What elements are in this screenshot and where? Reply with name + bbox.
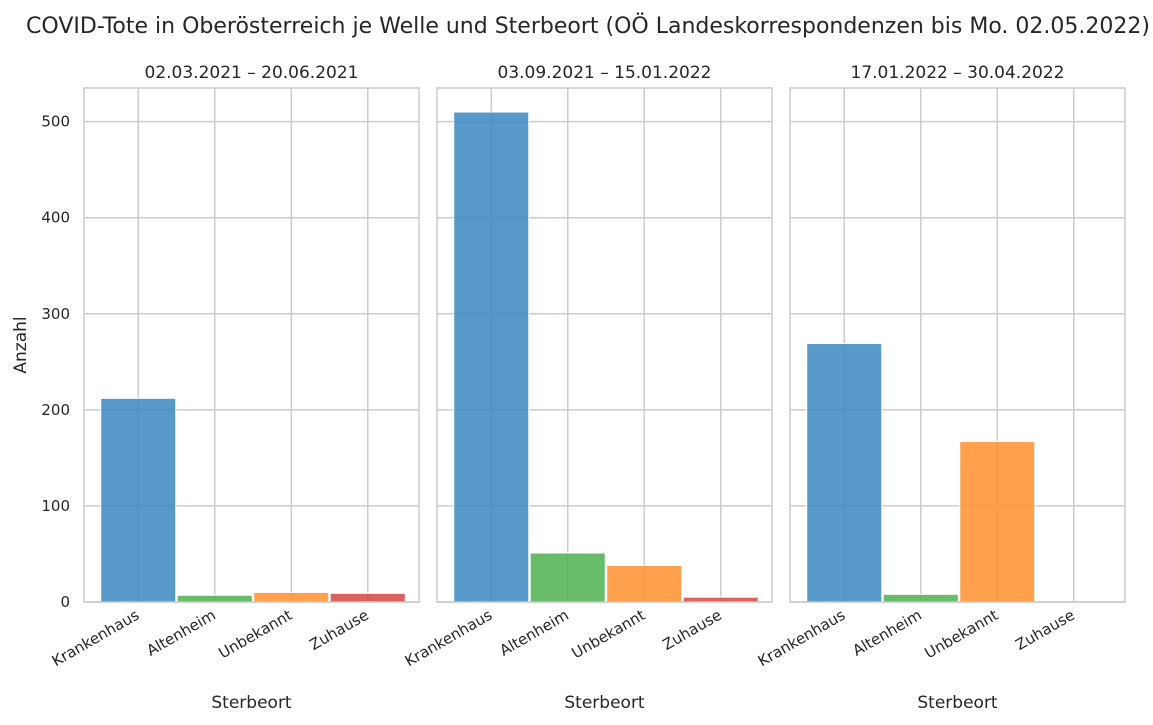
- y-axis-label: Anzahl: [11, 316, 31, 373]
- x-tick-label: Unbekannt: [215, 606, 295, 663]
- x-tick-label: Zuhause: [306, 606, 371, 654]
- x-axis-label: Sterbeort: [564, 693, 645, 713]
- x-tick-label: Krankenhaus: [49, 606, 143, 670]
- x-tick-label: Krankenhaus: [755, 606, 849, 670]
- x-tick-label: Altenheim: [143, 606, 218, 660]
- x-tick-label: Altenheim: [496, 606, 571, 660]
- panel-frame: [436, 87, 773, 603]
- bar-krankenhaus: [100, 397, 177, 603]
- bar-zuhause: [329, 592, 406, 603]
- panel-title: 17.01.2022 – 30.04.2022: [851, 63, 1065, 83]
- panel-frame: [83, 87, 420, 603]
- bar-krankenhaus: [453, 111, 530, 603]
- x-tick-label: Zuhause: [1012, 606, 1077, 654]
- y-tick-label: 400: [41, 209, 70, 227]
- x-axis-label: Sterbeort: [211, 693, 292, 713]
- panel-frame: [789, 87, 1126, 603]
- bar-altenheim: [176, 594, 253, 603]
- bar-unbekannt: [253, 591, 330, 603]
- x-tick-label: Krankenhaus: [402, 606, 496, 670]
- bar-unbekannt: [959, 441, 1036, 603]
- y-tick-label: 200: [41, 401, 70, 419]
- y-tick-label: 300: [41, 305, 70, 323]
- panel-title: 03.09.2021 – 15.01.2022: [498, 63, 712, 83]
- bar-altenheim: [529, 552, 606, 603]
- y-tick-label: 100: [41, 497, 70, 515]
- bar-unbekannt: [606, 564, 683, 603]
- x-axis-label: Sterbeort: [917, 693, 998, 713]
- x-tick-label: Altenheim: [849, 606, 924, 660]
- x-tick-label: Zuhause: [659, 606, 724, 654]
- y-tick-label: 500: [41, 113, 70, 131]
- chart-title: COVID-Tote in Oberösterreich je Welle un…: [26, 13, 1150, 39]
- x-tick-label: Unbekannt: [568, 606, 648, 663]
- bar-altenheim: [882, 593, 959, 603]
- x-tick-label: Unbekannt: [921, 606, 1001, 663]
- panel-title: 02.03.2021 – 20.06.2021: [145, 63, 359, 83]
- bar-krankenhaus: [806, 343, 883, 603]
- y-tick-label: 0: [60, 593, 70, 611]
